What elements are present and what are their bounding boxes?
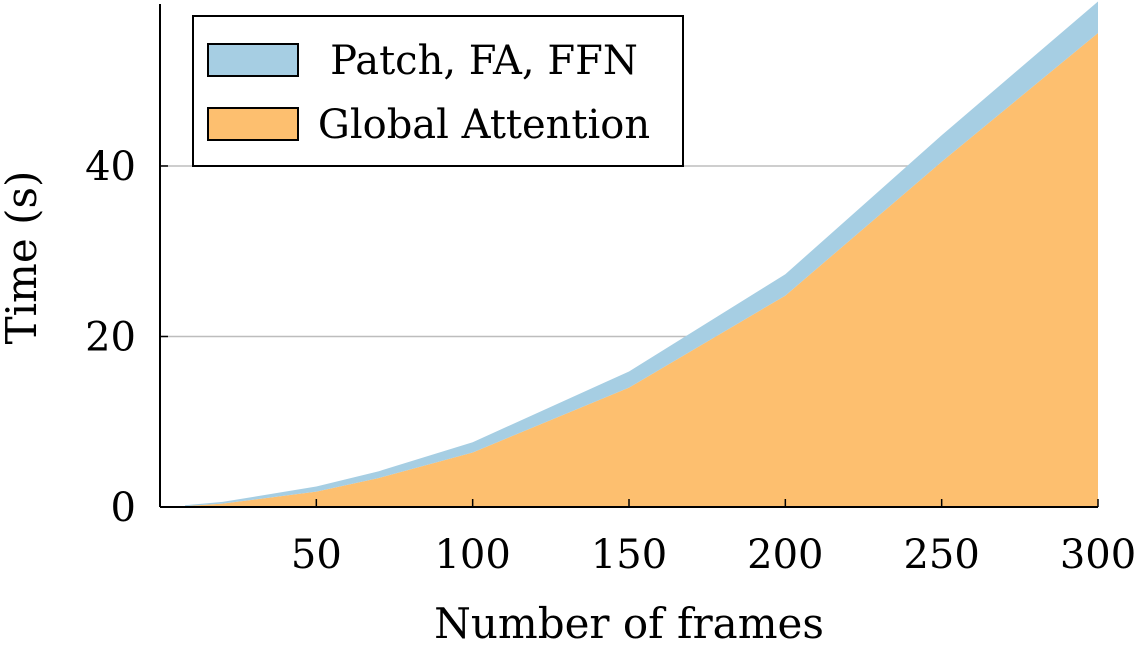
- x-tick-label: 300: [1060, 532, 1136, 578]
- y-tick-label: 0: [111, 485, 136, 531]
- legend-box: [192, 15, 684, 167]
- legend-swatch: [207, 107, 299, 141]
- y-axis-title: Time (s): [0, 171, 46, 345]
- legend: Patch, FA, FFN Global Attention: [192, 15, 684, 167]
- y-axis-ticks: 0 20 40: [85, 144, 168, 531]
- area-series: [185, 1, 1098, 508]
- x-tick-label: 50: [291, 532, 342, 578]
- x-tick-label: 200: [747, 532, 823, 578]
- legend-swatch: [207, 43, 299, 77]
- x-tick-label: 100: [434, 532, 510, 578]
- y-tick-label: 40: [85, 144, 136, 190]
- y-tick-label: 20: [85, 314, 136, 360]
- x-axis-title: Number of frames: [434, 599, 824, 646]
- x-axis-ticks: 50 100 150 200 250 300: [291, 499, 1136, 578]
- x-tick-label: 150: [591, 532, 667, 578]
- area-global-attention: [185, 32, 1098, 508]
- legend-label: Patch, FA, FFN: [330, 38, 638, 84]
- x-tick-label: 250: [903, 532, 979, 578]
- legend-label: Global Attention: [318, 102, 650, 148]
